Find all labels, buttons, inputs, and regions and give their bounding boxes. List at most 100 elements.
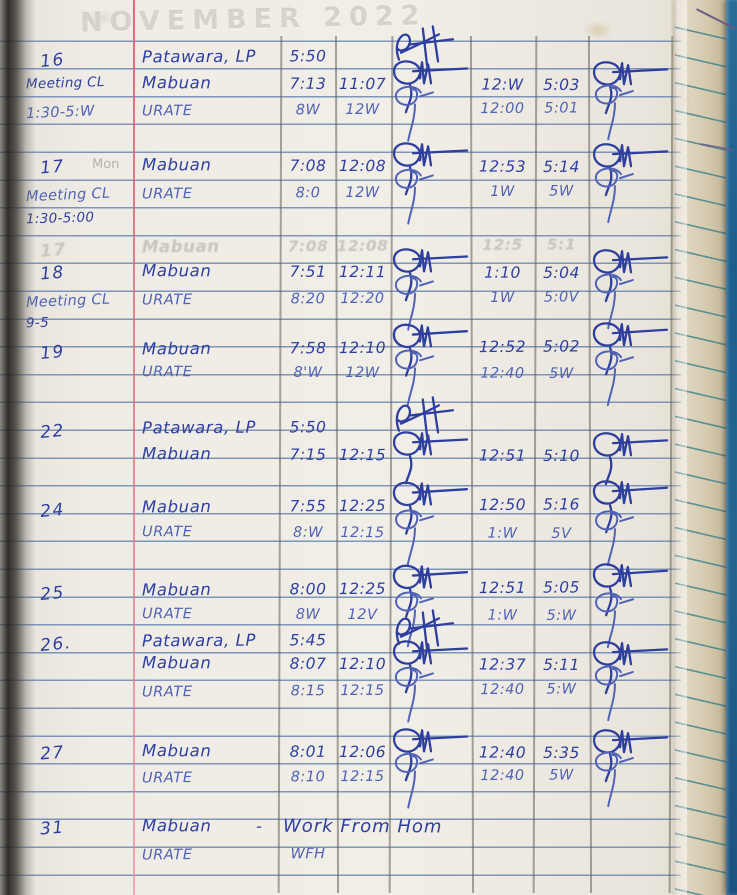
signature-cell <box>391 85 471 142</box>
time-in-am-cell: 8'W <box>293 364 323 381</box>
margin-note: 1:30-5:00 <box>25 208 95 227</box>
name-cell: URATE <box>141 846 193 863</box>
time-in-pm-cell: 1W <box>490 289 515 306</box>
time-in-pm-cell: 12:40 <box>480 365 525 382</box>
log-row: URATE 8:W 12:15 1:W 5V <box>0 509 700 567</box>
time-out-pm-cell: 5:16 <box>543 494 580 514</box>
time-in-am-cell: 7:08 <box>287 236 329 255</box>
time-out-am-cell: 12:08 <box>336 236 389 255</box>
time-out-pm-cell: 5:W <box>546 680 577 698</box>
time-out-pm-cell: 5:14 <box>543 157 580 176</box>
time-out-pm-cell: 5:1 <box>546 234 577 254</box>
time-in-am-cell: 7:15 <box>289 445 327 464</box>
time-out-am-cell: 12:06 <box>338 742 387 761</box>
signature-cell <box>591 563 669 617</box>
log-row: 22 Patawara, LP 5:50 <box>0 396 700 442</box>
time-in-pm-cell: 1:10 <box>484 263 521 282</box>
signature-cell <box>591 167 669 224</box>
time-out-am-cell: 12:08 <box>338 156 387 175</box>
signature-cell <box>591 322 669 376</box>
log-row: 1:30-5:00 <box>0 203 700 233</box>
time-out-am-cell: 12V <box>347 606 378 623</box>
date-cell: 27 <box>39 741 66 764</box>
log-row: 17 Mon Mabuan 7:08 12:08 12:53 5:14 <box>0 142 700 197</box>
ruled-lines <box>0 14 681 895</box>
signature-cell <box>391 666 471 723</box>
name-cell: URATE <box>141 769 193 786</box>
time-in-am-cell: 5:50 <box>289 46 327 65</box>
time-out-am-cell: 12:25 <box>338 579 387 598</box>
name-cell: Mabuan <box>141 653 212 673</box>
time-out-am-cell: 12:15 <box>338 445 387 464</box>
time-in-am-cell: 8W <box>295 101 321 118</box>
signature-cell <box>391 431 471 485</box>
time-in-pm-cell: 12:50 <box>478 495 527 514</box>
signature-cell <box>591 273 669 330</box>
signature-cell <box>591 480 669 534</box>
time-in-am-cell: 5:50 <box>289 417 327 436</box>
signature-cell <box>391 396 471 440</box>
time-in-am-cell: 8:W <box>292 524 324 541</box>
name-cell: Patawara, LP <box>141 417 257 438</box>
time-in-pm-cell: 12:51 <box>478 578 527 597</box>
time-out-pm-cell: 5:01 <box>544 99 579 117</box>
dash-mark: - <box>255 816 263 836</box>
signature-cell <box>391 564 471 618</box>
time-out-am-cell: 12W <box>345 101 380 118</box>
time-out-am-cell: 12W <box>345 364 380 381</box>
curl-highlight <box>671 0 687 895</box>
time-in-am-cell: 7:58 <box>289 338 327 357</box>
time-in-am-cell: 8:07 <box>289 654 327 673</box>
signature-cell <box>391 481 471 535</box>
signature-cell <box>391 509 471 566</box>
time-in-pm-cell: 12:00 <box>480 100 525 117</box>
log-row: URATE WFH <box>0 838 700 870</box>
log-row: URATE 8'W 12W 12:40 5W <box>0 349 700 407</box>
log-row: URATE 8:10 12:15 12:40 5W <box>0 751 700 809</box>
name-cell: Mabuan <box>141 741 212 761</box>
signature-cell <box>391 323 471 377</box>
time-out-pm-cell: 5:11 <box>543 655 580 674</box>
time-out-am-cell: 12:15 <box>340 768 385 785</box>
margin-note: 1:30-5:W <box>25 102 95 122</box>
time-out-pm-cell: 5:10 <box>543 446 580 465</box>
signature-cell <box>591 665 669 722</box>
signature-cell <box>591 350 669 407</box>
date-cell: 18 <box>39 261 66 284</box>
time-out-am-cell: 11:07 <box>338 74 387 93</box>
time-in-pm-cell: 12:53 <box>478 157 527 176</box>
name-cell: URATE <box>141 102 193 119</box>
time-in-pm-cell: 12:37 <box>478 655 527 674</box>
signature-cell <box>391 248 471 302</box>
time-out-pm-cell: 5:0V <box>543 288 580 306</box>
time-in-am-cell: WFH <box>290 845 326 862</box>
time-in-pm-cell: 12:5 <box>482 235 523 254</box>
time-in-am-cell: 8:0 <box>295 184 321 201</box>
signature-cell <box>391 168 471 225</box>
time-in-am-cell: 8:15 <box>290 682 326 699</box>
time-out-am-cell: 12:25 <box>338 496 387 515</box>
time-in-pm-cell: 12:W <box>481 75 524 94</box>
time-in-pm-cell: 1:W <box>487 525 518 542</box>
time-out-am-cell: 12:11 <box>338 262 387 281</box>
name-cell: URATE <box>141 363 193 380</box>
time-out-am-cell: 12:15 <box>340 682 385 699</box>
time-out-am-cell: 12:15 <box>340 524 385 541</box>
time-in-pm-cell: 1W <box>490 183 515 200</box>
signature-cell <box>591 510 669 567</box>
time-out-pm-cell: 5W <box>549 182 574 200</box>
signature-cell <box>591 84 669 141</box>
time-in-am-cell: 8:10 <box>290 768 326 785</box>
time-in-am-cell: 8W <box>295 606 321 623</box>
log-row: URATE 8:15 12:15 12:40 5:W <box>0 665 700 723</box>
log-row: 16 Patawara, LP 5:50 <box>0 25 700 71</box>
signature-cell <box>591 432 669 486</box>
name-cell: Mabuan <box>141 73 212 93</box>
time-out-am-cell: 12:10 <box>338 654 387 673</box>
name-cell: Mabuan <box>141 261 212 281</box>
pencil-day-note: Mon <box>91 156 120 172</box>
name-cell: Mabuan <box>141 444 212 464</box>
time-in-am-cell: 7:51 <box>289 262 327 281</box>
name-cell: Mabuan <box>141 155 212 175</box>
name-cell: URATE <box>141 683 193 700</box>
